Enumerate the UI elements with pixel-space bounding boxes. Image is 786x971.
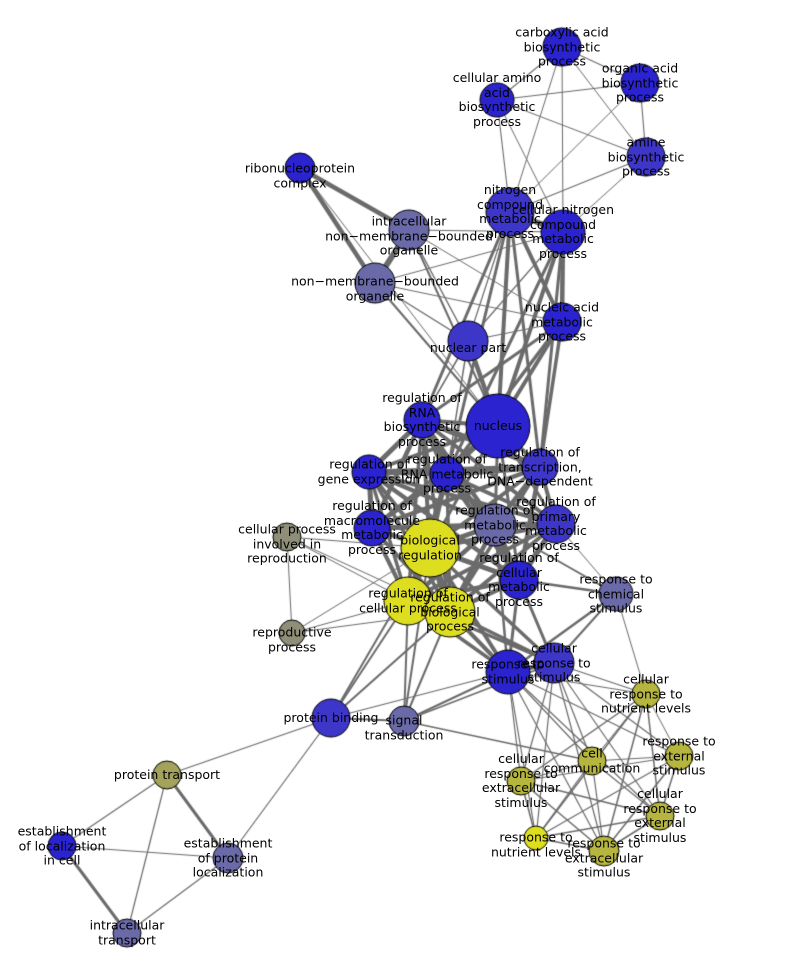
network-graph-canvas[interactable]	[0, 0, 786, 971]
